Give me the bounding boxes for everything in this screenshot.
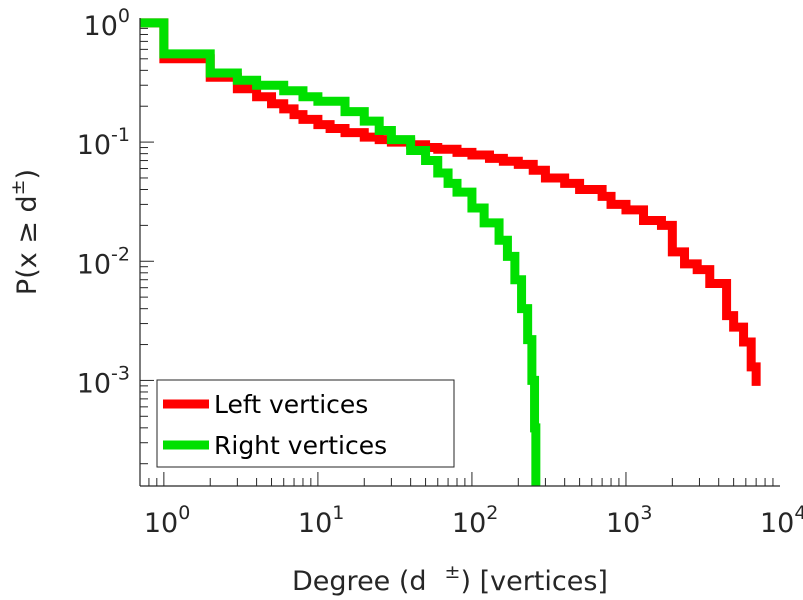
legend-label-right: Right vertices xyxy=(214,431,387,460)
legend-label-left: Left vertices xyxy=(214,390,368,419)
y-tick-label: 10-3 xyxy=(77,362,130,399)
y-tick-label: 100 xyxy=(84,5,130,42)
y-axis-label: P(x ≥ d±) xyxy=(7,169,43,295)
y-minor-ticks xyxy=(140,22,154,465)
y-tick-label: 10-1 xyxy=(77,124,130,161)
x-axis-label: Degree (d ±) [vertices] xyxy=(292,561,608,597)
y-tick-labels: 100 10-1 10-2 10-3 xyxy=(77,5,130,399)
legend-box xyxy=(156,379,455,468)
x-tick-label: 104 xyxy=(760,502,803,539)
x-tick-label: 101 xyxy=(298,502,344,539)
x-tick-label: 100 xyxy=(144,502,190,539)
series-right-vertices-line xyxy=(140,18,541,486)
x-tick-label: 102 xyxy=(452,502,498,539)
series-left-vertices-line xyxy=(140,18,761,386)
x-tick-labels: 100 101 102 103 104 xyxy=(144,502,803,539)
x-minor-ticks xyxy=(139,472,774,486)
x-tick-label: 103 xyxy=(606,502,652,539)
legend: Left vertices Right vertices xyxy=(156,379,455,468)
series-layer xyxy=(140,18,761,486)
y-tick-label: 10-2 xyxy=(77,243,130,280)
